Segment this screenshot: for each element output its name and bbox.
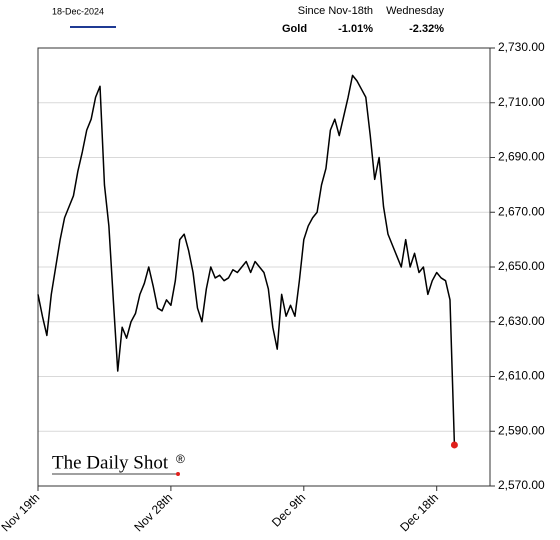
header-col1-value: -1.01% — [338, 23, 373, 35]
watermark-mark: ® — [176, 452, 185, 466]
header-col2-value: -2.32% — [409, 23, 444, 35]
y-tick-label: 2,650.00 — [498, 259, 545, 273]
y-tick-label: 2,670.00 — [498, 204, 545, 218]
date-label: 18-Dec-2024 — [52, 6, 104, 16]
y-tick-label: 2,730.00 — [498, 40, 545, 54]
x-tick-label: Nov 28th — [131, 490, 175, 534]
series-line — [37, 74, 456, 445]
x-tick-label: Dec 18th — [397, 490, 441, 534]
y-tick-label: 2,610.00 — [498, 369, 545, 383]
y-tick-label: 2,710.00 — [498, 95, 545, 109]
x-tick-label: Nov 19th — [0, 490, 42, 534]
header-row-name: Gold — [282, 23, 307, 35]
y-tick-label: 2,690.00 — [498, 150, 545, 164]
header-col2: Wednesday — [386, 5, 444, 17]
y-tick-label: 2,590.00 — [498, 423, 545, 437]
watermark: The Daily Shot — [52, 452, 169, 473]
x-tick-label: Dec 9th — [269, 490, 308, 529]
header-col1: Since Nov-18th — [298, 5, 373, 17]
last-point — [450, 441, 458, 449]
y-tick-label: 2,570.00 — [498, 478, 545, 492]
y-tick-label: 2,630.00 — [498, 314, 545, 328]
watermark-dot — [176, 472, 180, 476]
